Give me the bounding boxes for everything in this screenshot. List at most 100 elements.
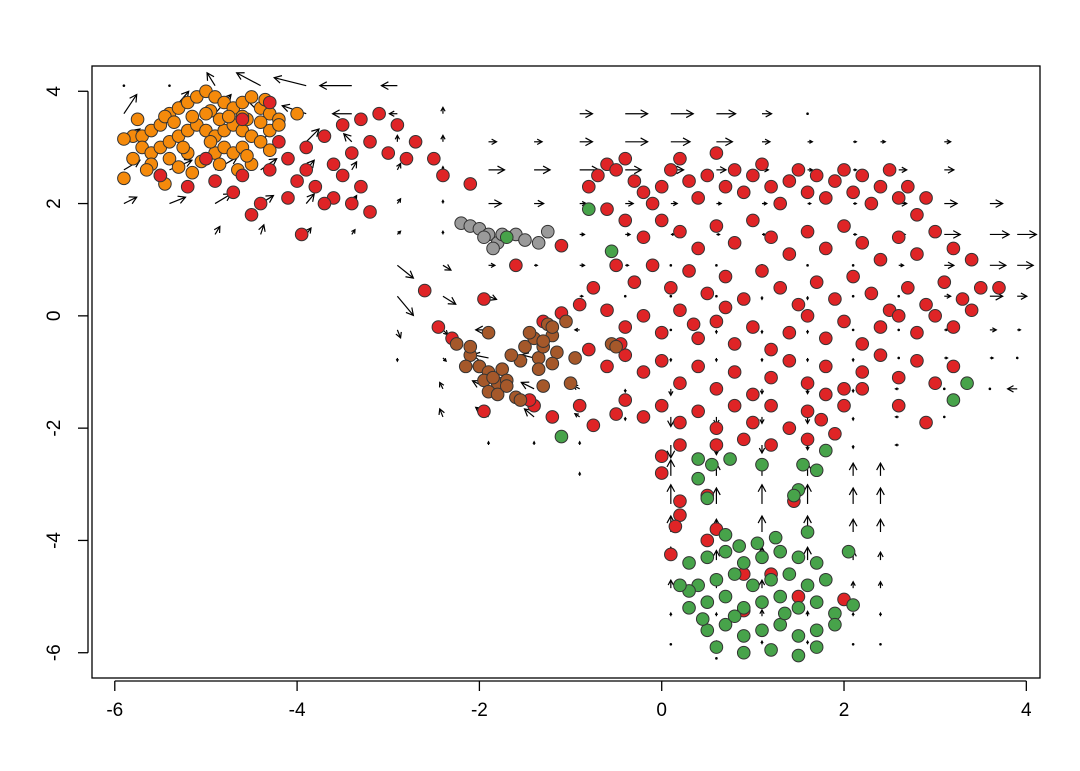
green-point (727, 567, 742, 581)
velocity-arrow (805, 610, 810, 617)
velocity-arrow (851, 444, 855, 450)
red-point (718, 179, 733, 194)
x-tick-label: 4 (1021, 700, 1032, 721)
red-point (673, 494, 687, 508)
red-point (153, 168, 168, 183)
red-point (891, 230, 906, 245)
green-point (700, 491, 715, 506)
velocity-arrow (532, 440, 536, 445)
orange-point (117, 171, 131, 186)
velocity-arrow (803, 546, 812, 561)
green-point (828, 606, 842, 621)
velocity-arrow (851, 264, 855, 267)
velocity-arrow (761, 201, 769, 206)
green-point (791, 550, 806, 565)
red-point (746, 168, 760, 183)
green-point (828, 617, 842, 632)
velocity-arrow (759, 388, 765, 395)
velocity-arrow (573, 327, 580, 333)
red-point (755, 264, 769, 278)
red-point (335, 118, 350, 132)
velocity-arrow (579, 294, 585, 298)
velocity-arrow (305, 128, 320, 143)
green-point (709, 640, 724, 654)
red-point (718, 269, 733, 284)
brown-point (559, 314, 573, 329)
green-point (718, 544, 733, 559)
velocity-arrow (305, 192, 316, 204)
red-point (363, 134, 377, 149)
red-point (691, 331, 705, 346)
red-point (673, 438, 687, 452)
red-point (636, 365, 651, 379)
red-point (363, 205, 377, 219)
velocity-arrow (258, 223, 266, 235)
red-point (727, 365, 742, 379)
velocity-arrow (488, 262, 497, 268)
red-point (773, 196, 788, 211)
velocity-arrow (848, 461, 858, 476)
red-point (645, 196, 660, 211)
velocity-arrow (897, 356, 901, 360)
red-point (937, 275, 952, 289)
red-point (381, 146, 396, 160)
green-point (746, 578, 760, 593)
green-point (773, 617, 788, 632)
red-point (818, 331, 833, 346)
velocity-arrow (488, 165, 506, 175)
red-point (800, 432, 815, 447)
velocity-arrow (579, 232, 586, 237)
red-point (919, 415, 933, 430)
velocity-arrow (666, 444, 676, 460)
red-point (673, 376, 687, 391)
velocity-arrow (944, 199, 959, 208)
velocity-arrow (388, 110, 398, 117)
green-point (809, 640, 824, 654)
orange-point (262, 143, 277, 158)
green-point (581, 202, 596, 216)
red-point (891, 398, 906, 413)
red-point (586, 418, 601, 433)
plot-frame (91, 65, 1041, 679)
red-point (253, 196, 268, 211)
brown-point (513, 393, 528, 407)
x-axis: -6 -4 -2 0 2 4 (106, 680, 1032, 721)
green-point (791, 601, 806, 615)
velocity-arrow (989, 260, 1008, 270)
red-point (417, 283, 432, 298)
velocity-arrow (894, 415, 899, 419)
velocity-arrow (395, 329, 402, 340)
velocity-arrow (714, 329, 719, 335)
red-point (736, 185, 751, 200)
red-point (673, 415, 687, 430)
velocity-arrow (757, 514, 767, 533)
red-point (645, 258, 660, 273)
red-point (818, 359, 833, 374)
green-point (818, 572, 833, 587)
velocity-arrow (989, 327, 998, 333)
green-point (691, 452, 705, 466)
red-point (910, 325, 924, 340)
red-point (272, 134, 286, 149)
velocity-arrow (534, 138, 544, 146)
red-point (800, 404, 815, 419)
red-point (791, 163, 806, 177)
red-point (477, 404, 491, 419)
red-point (436, 168, 450, 183)
brown-point (550, 345, 564, 360)
red-point (764, 342, 778, 357)
red-point (627, 275, 642, 289)
red-point (973, 280, 988, 295)
y-tick-label: 0 (44, 311, 65, 322)
velocity-arrow (534, 263, 539, 267)
red-point (654, 213, 669, 228)
red-point (800, 224, 815, 239)
red-point (709, 438, 724, 452)
gray-point (531, 236, 546, 250)
red-point (910, 353, 924, 368)
velocity-arrow (853, 201, 858, 206)
red-point (864, 286, 879, 301)
red-point (326, 157, 341, 172)
red-point (609, 163, 623, 177)
orange-point (185, 109, 200, 124)
